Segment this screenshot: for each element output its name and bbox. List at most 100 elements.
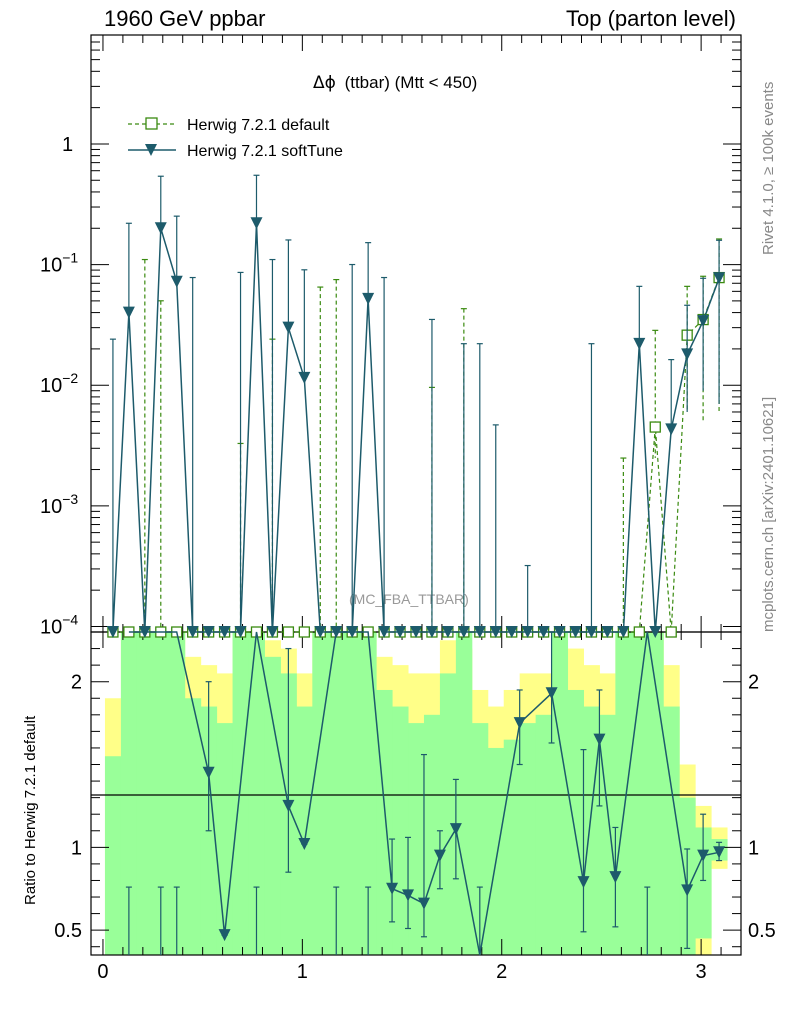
data-point-softtune: [378, 626, 391, 638]
data-point-softtune: [218, 626, 231, 638]
data-point-softtune: [473, 626, 486, 638]
data-point-softtune: [362, 292, 375, 305]
analysis-watermark: (MC_FBA_TTBAR): [349, 591, 469, 607]
data-point-softtune: [697, 315, 710, 328]
ratio-uncertainty-bands: [104, 632, 728, 955]
band-green-bin: [408, 723, 425, 955]
legend-softtune-label: Herwig 7.2.1 softTune: [187, 143, 343, 160]
main-y-tick-label-exp: −2: [62, 370, 78, 386]
data-point-softtune: [154, 222, 167, 235]
ratio-data-point: [202, 766, 215, 779]
ratio-x-tick-label: 2: [496, 961, 507, 983]
data-point-default: [649, 421, 661, 433]
main-series: [106, 174, 726, 638]
band-green-bin: [248, 632, 265, 955]
band-green-bin: [296, 706, 313, 955]
band-green-bin: [104, 756, 122, 955]
main-y-tick-label: 10−4: [40, 611, 78, 638]
ratio-axes: 0.5 0.5 1 1 2 2 0 1 2 3: [54, 632, 776, 983]
data-point-default: [298, 626, 310, 638]
data-point-softtune: [665, 423, 678, 436]
legend-softtune-marker: [145, 144, 157, 156]
data-point-softtune: [505, 626, 518, 638]
band-green-bin: [376, 689, 393, 955]
band-green-bin: [392, 706, 409, 955]
band-green-bin: [455, 632, 473, 955]
data-point-softtune: [649, 626, 662, 638]
data-point-softtune: [489, 626, 502, 638]
data-point-softtune: [106, 626, 119, 638]
data-point-softtune: [569, 626, 582, 638]
data-point-softtune: [314, 626, 327, 638]
band-green-bin: [264, 656, 281, 955]
ratio-y-tick-label: 2: [71, 672, 82, 694]
ratio-y-tick-label-right: 0.5: [748, 920, 776, 942]
data-point-softtune: [170, 275, 183, 288]
main-y-tick-label: 10−3: [40, 491, 78, 518]
main-y-tick-label-base: 10: [40, 375, 62, 397]
ratio-data-point: [417, 897, 430, 910]
data-point-softtune: [266, 626, 279, 638]
data-point-softtune: [553, 626, 566, 638]
band-green-bin: [631, 632, 648, 955]
band-green-bin: [439, 673, 457, 955]
data-point-softtune: [234, 626, 247, 638]
band-green-bin: [423, 714, 441, 955]
data-point-softtune: [601, 626, 614, 638]
ratio-x-tick-label: 0: [97, 961, 108, 983]
band-green-bin: [344, 632, 361, 955]
band-green-bin: [519, 723, 537, 955]
plot-title-symbol: Δϕ: [313, 73, 336, 93]
legend-default-marker: [145, 117, 158, 130]
data-point-softtune: [410, 626, 422, 638]
band-green-bin: [232, 632, 250, 955]
ratio-data-point: [218, 929, 231, 942]
ratio-data-point: [402, 889, 415, 902]
data-point-default: [282, 626, 295, 638]
data-point-softtune: [298, 371, 311, 384]
main-y-tick-label-exp: −1: [62, 250, 78, 266]
ratio-data-point: [282, 799, 295, 812]
header-left: 1960 GeV ppbar: [104, 6, 266, 31]
data-point-softtune: [537, 626, 550, 638]
band-green-bin: [136, 632, 154, 955]
data-point-softtune: [713, 272, 726, 285]
data-point-softtune: [457, 626, 470, 638]
ratio-y-tick-label-right: 1: [748, 837, 759, 859]
series-line-default: [112, 277, 720, 633]
band-green-bin: [168, 632, 186, 955]
ratio-data-point: [609, 871, 622, 884]
ratio-data-point: [386, 882, 399, 895]
plot-title-text: (ttbar) (Mtt < 450): [345, 73, 478, 92]
band-green-bin: [599, 714, 616, 955]
band-green-bin: [535, 714, 553, 955]
ratio-data-point: [433, 849, 446, 862]
ratio-data-point: [577, 876, 590, 889]
data-point-softtune: [441, 626, 454, 638]
band-green-bin: [583, 706, 600, 955]
band-green-bin: [567, 689, 584, 955]
band-green-bin: [328, 632, 345, 955]
band-green-bin: [663, 706, 680, 955]
ratio-data-point: [298, 838, 311, 851]
ratio-series: [125, 631, 726, 956]
ratio-y-tick-label-right: 2: [748, 672, 759, 694]
ratio-data-point: [593, 733, 606, 746]
plot-title: Δϕ (ttbar) (Mtt < 450): [313, 73, 477, 93]
band-green-bin: [120, 632, 138, 955]
data-point-softtune: [633, 337, 646, 350]
band-green-bin: [312, 632, 329, 955]
data-point-softtune: [394, 626, 407, 638]
main-y-tick-label-base: 10: [40, 616, 62, 638]
band-green-bin: [184, 698, 202, 955]
band-green-bin: [471, 723, 489, 955]
legend-default-label: Herwig 7.2.1 default: [187, 117, 330, 134]
main-y-tick-label: 1: [62, 134, 73, 156]
data-point-softtune: [250, 217, 263, 230]
ratio-x-tick-label: 1: [297, 961, 308, 983]
data-point-softtune: [202, 626, 215, 638]
legend-entry-softtune: Herwig 7.2.1 softTune: [128, 143, 343, 160]
band-green-bin: [551, 632, 569, 955]
data-point-softtune: [617, 626, 630, 638]
